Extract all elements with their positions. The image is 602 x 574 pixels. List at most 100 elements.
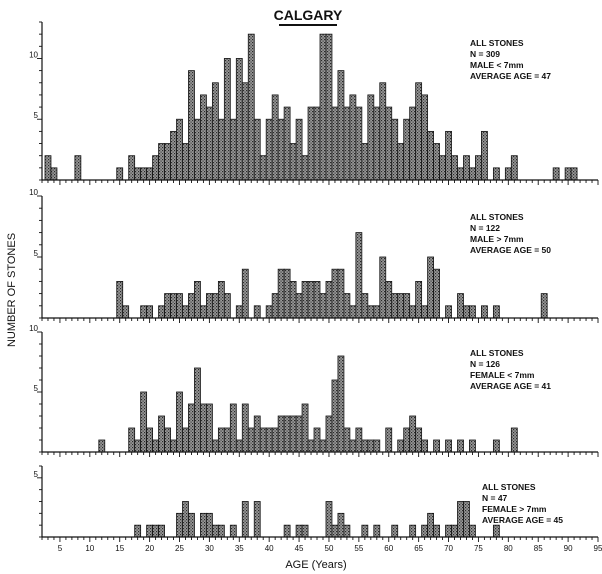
y-tick-label: 5 (34, 111, 39, 120)
bar (469, 167, 476, 181)
legend-line: MALE > 7mm (470, 234, 524, 244)
bar (385, 106, 393, 181)
bar (445, 524, 452, 538)
bar (463, 155, 470, 181)
bar (128, 155, 136, 181)
bar (403, 293, 411, 319)
bar (217, 427, 225, 453)
bar (283, 415, 291, 453)
bar (283, 524, 291, 538)
bar (128, 427, 136, 453)
legend-line: N = 122 (470, 223, 500, 233)
bar (140, 167, 148, 181)
bar (206, 403, 213, 453)
bar (176, 293, 183, 319)
bar (409, 415, 417, 453)
bar (176, 512, 183, 538)
y-tick-label: 5 (34, 384, 39, 393)
bar (427, 512, 434, 538)
x-tick-label: 20 (145, 544, 154, 553)
bar (433, 143, 440, 181)
bar (271, 427, 279, 453)
bar (283, 268, 291, 319)
bar (211, 82, 219, 181)
legend-line: ALL STONES (470, 212, 524, 222)
bar (217, 118, 225, 181)
bar (301, 403, 309, 453)
bar (170, 439, 177, 453)
bar (379, 82, 387, 181)
bar (235, 439, 243, 453)
bar (439, 155, 446, 181)
bar (146, 167, 153, 181)
legend-line: N = 47 (482, 493, 508, 503)
bar (510, 427, 518, 453)
bar (301, 155, 309, 181)
bar (319, 293, 327, 319)
bar (223, 293, 231, 319)
bar (259, 155, 267, 181)
x-tick-label: 95 (594, 544, 602, 553)
bar (469, 439, 476, 453)
bar (134, 167, 142, 181)
bar (188, 70, 195, 181)
bar (355, 232, 363, 319)
bar (235, 305, 243, 319)
bar (415, 427, 423, 453)
bar (164, 427, 171, 453)
bar (152, 439, 159, 453)
bar (397, 143, 405, 181)
bar (313, 280, 321, 319)
legend-line: MALE < 7mm (470, 60, 524, 70)
bar (373, 305, 381, 319)
bar (247, 33, 255, 181)
bar (241, 82, 249, 181)
bar (481, 130, 488, 181)
x-tick-label: 10 (85, 544, 94, 553)
bar (259, 427, 267, 453)
bar (223, 427, 231, 453)
bar (451, 524, 458, 538)
bar (451, 155, 458, 181)
bar (552, 167, 560, 181)
bar (540, 293, 548, 319)
x-tick-label: 65 (414, 544, 423, 553)
bar (241, 403, 249, 453)
bar (194, 280, 201, 319)
bar (217, 524, 225, 538)
bar (200, 512, 207, 538)
bar (74, 155, 82, 181)
bar (504, 167, 512, 181)
bar (271, 94, 279, 181)
bar (361, 439, 369, 453)
bar (427, 256, 434, 319)
x-tick-label: 60 (384, 544, 393, 553)
bar (415, 280, 423, 319)
bar (367, 94, 375, 181)
bar (427, 130, 434, 181)
bar (289, 143, 297, 181)
legend-line: N = 126 (470, 359, 500, 369)
bar (247, 427, 255, 453)
bar (146, 427, 153, 453)
bar (343, 427, 351, 453)
x-tick-label: 25 (175, 544, 184, 553)
bar (313, 106, 321, 181)
bar (492, 305, 500, 319)
bar (182, 143, 189, 181)
bar (343, 293, 351, 319)
bar (421, 439, 429, 453)
x-tick-label: 45 (295, 544, 304, 553)
bar (188, 403, 195, 453)
bar (445, 130, 452, 181)
bar (349, 439, 357, 453)
bar (409, 106, 417, 181)
x-tick-label: 80 (504, 544, 513, 553)
bar (277, 415, 285, 453)
y-tick-label: 10 (29, 324, 38, 333)
bar (307, 106, 315, 181)
bar (397, 439, 405, 453)
bar (463, 501, 470, 538)
bar (481, 305, 488, 319)
